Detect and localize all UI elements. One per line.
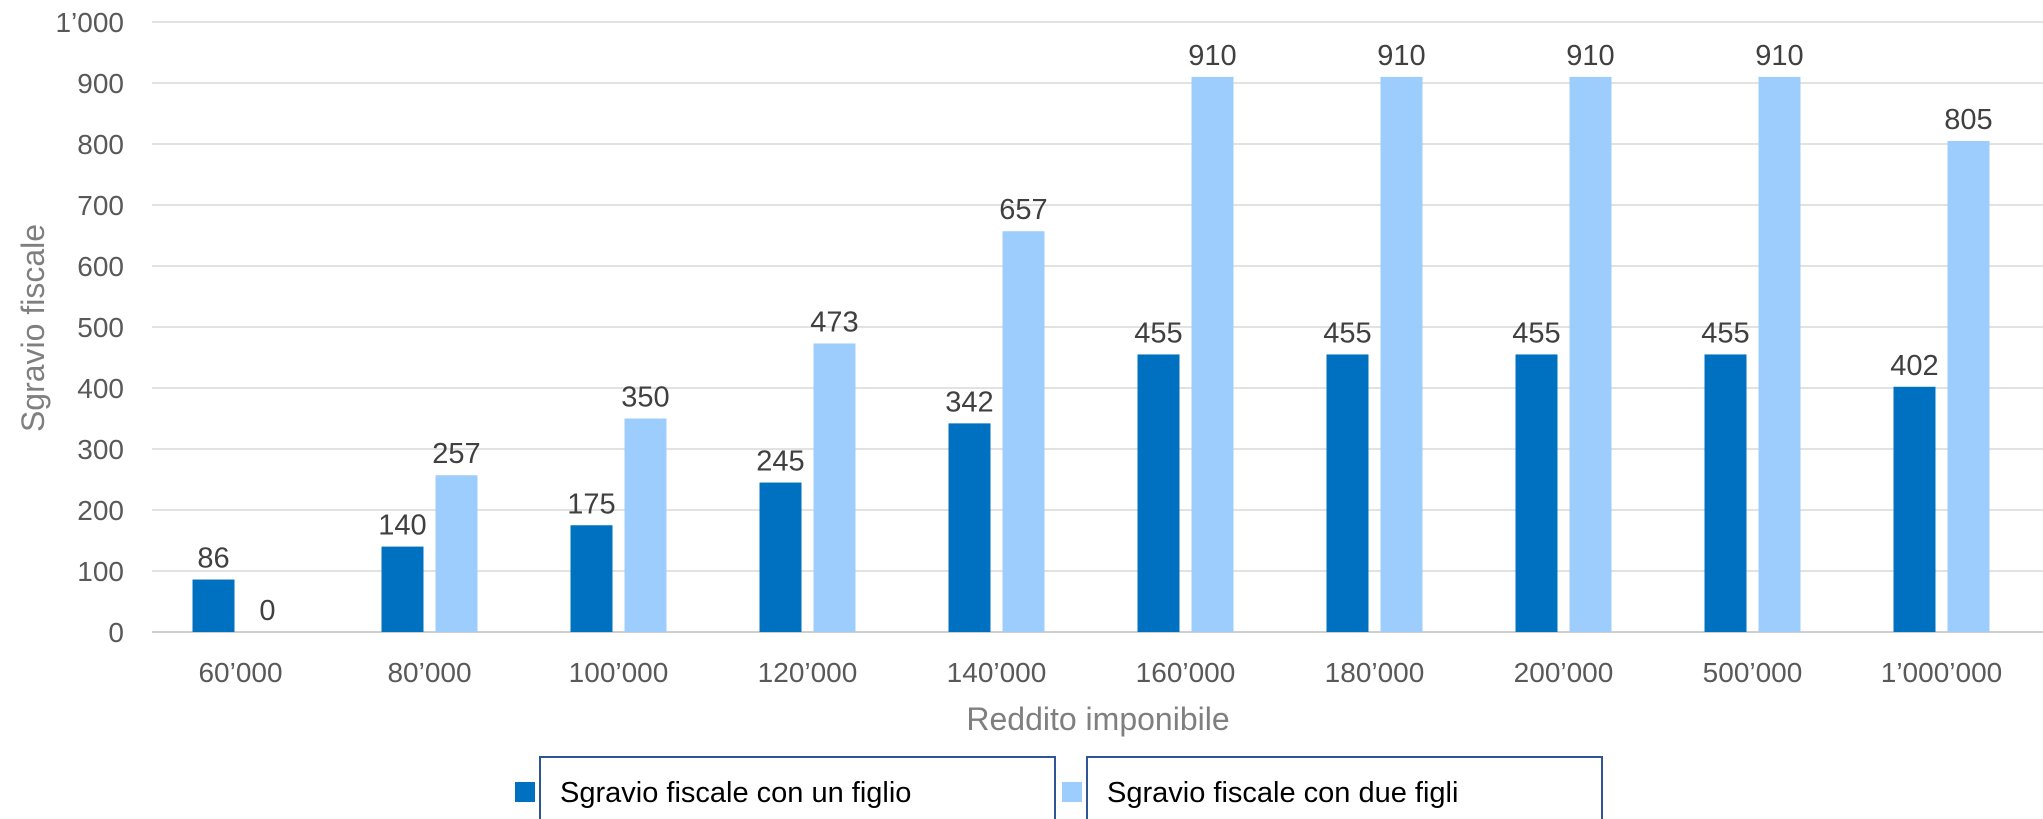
- y-tick-label: 300: [77, 434, 124, 465]
- x-tick-label: 180’000: [1325, 657, 1425, 688]
- y-axis-title: Sgravio fiscale: [15, 224, 51, 432]
- x-tick-label: 500’000: [1703, 657, 1803, 688]
- bar-un-figlio: [570, 525, 613, 632]
- x-tick-label: 1’000’000: [1881, 657, 2002, 688]
- bar-un-figlio: [1515, 354, 1558, 632]
- bar-un-figlio: [1137, 354, 1180, 632]
- y-tick-label: 700: [77, 190, 124, 221]
- data-label: 140: [378, 510, 426, 542]
- data-labels: 86 0 140 257 175 350 245 473 342 657 455 910 455 910 4…: [197, 40, 1992, 627]
- data-label: 86: [197, 543, 229, 575]
- x-tick-label: 160’000: [1136, 657, 1236, 688]
- data-label: 910: [1377, 40, 1425, 72]
- legend-swatch-1: [515, 782, 535, 802]
- bar-due-figli: [1380, 76, 1423, 632]
- bar-due-figli: [435, 475, 478, 632]
- data-label: 455: [1134, 317, 1182, 349]
- x-tick-label: 120’000: [758, 657, 858, 688]
- data-label: 257: [432, 438, 480, 470]
- bar-un-figlio: [1326, 354, 1369, 632]
- x-tick-label: 60’000: [198, 657, 282, 688]
- y-tick-label: 100: [77, 556, 124, 587]
- legend: Sgravio fiscale con un figlio Sgravio fi…: [515, 756, 1603, 819]
- data-label: 910: [1755, 40, 1803, 72]
- data-label: 657: [999, 194, 1047, 226]
- bar-due-figli: [624, 418, 667, 632]
- y-tick-label: 600: [77, 251, 124, 282]
- data-label: 910: [1188, 40, 1236, 72]
- legend-label-1: Sgravio fiscale con un figlio: [560, 777, 911, 809]
- x-tick-label: 140’000: [947, 657, 1047, 688]
- data-label: 402: [1890, 350, 1938, 382]
- data-label: 245: [756, 446, 804, 478]
- y-tick-label: 200: [77, 495, 124, 526]
- bar-due-figli: [1947, 140, 1990, 632]
- legend-box-2: [1086, 756, 1603, 819]
- legend-label-2: Sgravio fiscale con due figli: [1107, 777, 1458, 809]
- y-tick-label: 400: [77, 373, 124, 404]
- data-label: 0: [259, 595, 275, 627]
- data-label: 175: [567, 488, 615, 520]
- x-axis-title: Reddito imponibile: [966, 701, 1229, 737]
- data-label: 350: [621, 382, 669, 414]
- y-tick-label: 0: [108, 617, 124, 648]
- legend-swatch-2: [1062, 782, 1082, 802]
- bar-due-figli: [1002, 231, 1045, 633]
- data-label: 910: [1566, 40, 1614, 72]
- bars: [192, 76, 1990, 633]
- x-tick-label: 100’000: [569, 657, 669, 688]
- y-tick-label: 900: [77, 68, 124, 99]
- bar-un-figlio: [192, 579, 235, 632]
- bar-due-figli: [1758, 76, 1801, 632]
- y-axis-ticks: 0 100 200 300 400 500 600 700 800 900 1’000: [55, 7, 124, 648]
- bar-un-figlio: [948, 423, 991, 632]
- bar-due-figli: [1569, 76, 1612, 632]
- bar-un-figlio: [1893, 386, 1936, 632]
- bar-un-figlio: [1704, 354, 1747, 632]
- legend-box-1: [539, 756, 1056, 819]
- y-tick-label: 1’000: [55, 7, 124, 38]
- data-label: 342: [945, 386, 993, 418]
- bar-due-figli: [813, 343, 856, 632]
- data-label: 455: [1512, 317, 1560, 349]
- x-axis-ticks: 60’000 80’000 100’000 120’000 140’000 160’000…: [198, 657, 2002, 688]
- data-label: 805: [1944, 104, 1992, 136]
- bar-un-figlio: [759, 482, 802, 632]
- data-label: 455: [1323, 317, 1371, 349]
- bar-un-figlio: [381, 546, 424, 632]
- x-tick-label: 200’000: [1514, 657, 1614, 688]
- x-tick-label: 80’000: [387, 657, 471, 688]
- bar-due-figli: [1191, 76, 1234, 632]
- data-label: 455: [1701, 317, 1749, 349]
- y-tick-label: 800: [77, 129, 124, 160]
- data-label: 473: [810, 306, 858, 338]
- y-tick-label: 500: [77, 312, 124, 343]
